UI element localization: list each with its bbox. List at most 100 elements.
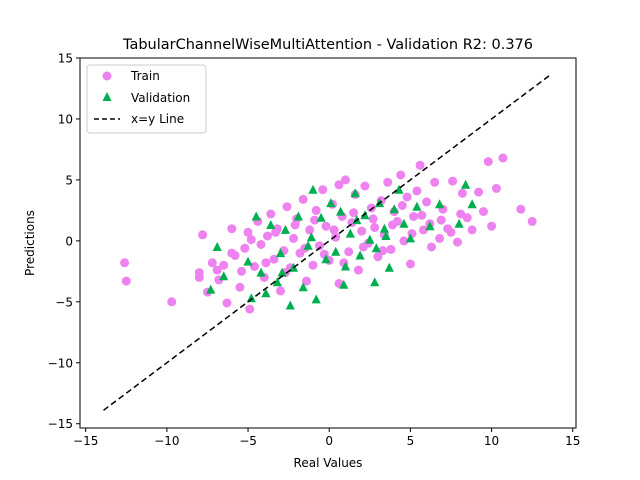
validation-point <box>345 228 355 238</box>
train-point <box>256 240 266 249</box>
train-point <box>235 282 245 292</box>
y-axis-label: Predictions <box>23 210 37 276</box>
train-point <box>491 183 501 193</box>
chart-title: TabularChannelWiseMultiAttention - Valid… <box>122 37 533 53</box>
train-point <box>246 235 256 245</box>
train-point <box>446 227 456 237</box>
validation-point <box>435 199 445 209</box>
train-point <box>357 226 367 236</box>
legend-box <box>86 64 207 134</box>
train-point <box>397 201 407 210</box>
y-tick-label: 10 <box>58 112 73 126</box>
validation-point <box>370 277 380 287</box>
validation-point <box>261 288 271 298</box>
train-point <box>167 297 177 307</box>
train-point <box>386 244 396 254</box>
validation-point <box>371 243 381 253</box>
train-point <box>457 188 467 198</box>
validation-point <box>467 199 477 209</box>
train-point <box>243 227 253 237</box>
train-point <box>240 243 250 253</box>
train-point <box>412 186 422 196</box>
validation-point <box>339 279 349 289</box>
train-point <box>302 276 311 286</box>
validation-point <box>326 198 336 208</box>
train-point <box>237 266 246 276</box>
legend-xy-line-label: x=y Line <box>131 112 184 126</box>
train-point <box>207 258 217 268</box>
validation-point <box>298 282 308 292</box>
train-point <box>298 194 308 204</box>
train-point <box>315 241 324 251</box>
axes: −15 −10 −5 0 5 10 15 −15 −10 −5 0 5 10 15 <box>48 52 581 449</box>
train-point <box>290 220 300 230</box>
validation-point <box>280 224 290 234</box>
train-point <box>289 233 298 243</box>
validation-point <box>303 240 313 250</box>
train-point <box>360 181 370 191</box>
train-point <box>474 187 484 197</box>
y-tick-label: −5 <box>55 295 73 309</box>
train-point <box>483 157 493 167</box>
train-point <box>422 197 432 207</box>
x-tick-label: 10 <box>484 434 499 448</box>
validation-point <box>412 201 422 211</box>
train-point <box>344 247 354 257</box>
validation-point <box>355 250 365 260</box>
validation-point <box>316 212 326 222</box>
validation-point <box>246 293 256 303</box>
train-point <box>516 204 526 214</box>
validation-point <box>340 261 351 271</box>
validation-point <box>381 231 391 240</box>
validation-point <box>308 184 318 194</box>
validation-point <box>331 246 341 256</box>
x-tick-label: 15 <box>565 434 580 448</box>
validation-point <box>379 223 389 233</box>
validation-point <box>243 256 253 266</box>
validation-point <box>405 233 415 243</box>
plot-area <box>103 74 551 411</box>
train-point <box>266 209 276 219</box>
validation-point <box>321 254 331 264</box>
train-point <box>409 212 419 221</box>
train-point <box>276 286 285 296</box>
validation-point <box>212 242 222 251</box>
train-point <box>396 170 406 180</box>
train-point <box>435 233 445 243</box>
train-point <box>329 225 339 235</box>
validation-point <box>389 204 399 214</box>
validation-point <box>206 284 216 294</box>
train-point <box>282 202 292 212</box>
validation-point <box>425 221 435 231</box>
train-point <box>271 227 281 237</box>
y-tick-label: 0 <box>65 234 73 248</box>
train-point <box>318 185 328 195</box>
train-point <box>456 209 466 219</box>
train-point <box>331 232 341 242</box>
train-point <box>498 153 508 163</box>
axes-frame <box>79 57 577 429</box>
train-point <box>121 276 131 286</box>
validation-point <box>454 218 464 228</box>
train-point <box>194 272 204 282</box>
train-point <box>467 225 477 235</box>
train-point <box>310 215 320 225</box>
validation-point <box>219 271 229 281</box>
validation-point <box>311 294 321 304</box>
train-point <box>453 237 462 247</box>
train-point <box>263 231 272 241</box>
train-point <box>405 259 415 269</box>
train-point <box>334 180 344 190</box>
x-tick-label: −15 <box>73 434 98 448</box>
validation-point <box>293 211 303 221</box>
train-point <box>366 203 376 213</box>
train-point <box>120 258 130 268</box>
train-point <box>227 224 237 234</box>
train-point <box>358 242 368 252</box>
y-tick-label: 5 <box>65 173 73 187</box>
validation-point <box>285 300 295 310</box>
train-point <box>415 160 425 170</box>
legend-validation-marker <box>102 92 112 101</box>
train-point <box>341 175 350 185</box>
